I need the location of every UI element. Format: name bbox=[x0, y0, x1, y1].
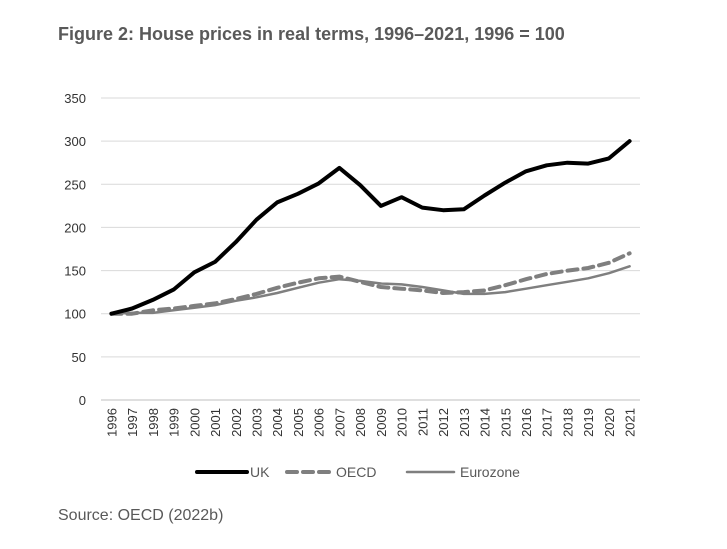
y-tick-label: 150 bbox=[64, 264, 86, 279]
x-tick-label: 2021 bbox=[623, 408, 638, 437]
x-tick-label: 2019 bbox=[581, 408, 596, 437]
x-tick-label: 2000 bbox=[187, 408, 202, 437]
gridlines bbox=[101, 97, 640, 401]
x-tick-label: 2007 bbox=[332, 408, 347, 437]
y-tick-label: 50 bbox=[72, 350, 86, 365]
x-tick-label: 2005 bbox=[291, 408, 306, 437]
legend-label-uk: UK bbox=[250, 464, 270, 480]
x-tick-label: 2016 bbox=[519, 408, 534, 437]
x-tick-label: 1997 bbox=[125, 408, 140, 437]
x-tick-label: 2011 bbox=[415, 408, 430, 436]
x-tick-label: 2001 bbox=[208, 408, 223, 437]
x-axis: 1996 1997 1998 1999 2000 2001 2002 2003 2004 2005… bbox=[104, 408, 637, 437]
x-tick-label: 2017 bbox=[540, 408, 555, 437]
y-tick-label: 0 bbox=[79, 393, 86, 408]
x-tick-label: 2012 bbox=[436, 408, 451, 437]
x-tick-label: 2014 bbox=[478, 408, 493, 437]
x-tick-label: 2013 bbox=[457, 408, 472, 437]
y-tick-label: 100 bbox=[64, 307, 86, 322]
y-tick-label: 350 bbox=[64, 91, 86, 106]
x-tick-label: 2002 bbox=[229, 408, 244, 437]
x-tick-label: 2004 bbox=[270, 408, 285, 437]
series-line-oecd bbox=[109, 251, 632, 316]
series-lines bbox=[109, 139, 632, 316]
legend: UK OECD Eurozone bbox=[195, 464, 520, 480]
source-note: Source: OECD (2022b) bbox=[58, 507, 224, 524]
x-tick-label: 2015 bbox=[498, 408, 513, 437]
x-tick-label: 1998 bbox=[146, 408, 161, 437]
x-tick-label: 2018 bbox=[560, 408, 575, 437]
y-tick-label: 300 bbox=[64, 134, 86, 149]
x-tick-label: 2010 bbox=[395, 408, 410, 437]
legend-label-eurozone: Eurozone bbox=[460, 464, 520, 480]
legend-label-oecd: OECD bbox=[336, 464, 376, 480]
y-axis: 0 50 100 150 200 250 300 350 bbox=[64, 91, 86, 408]
chart-title: Figure 2: House prices in real terms, 19… bbox=[58, 24, 565, 44]
series-line-uk bbox=[109, 139, 632, 316]
x-tick-label: 2003 bbox=[249, 408, 264, 437]
x-tick-label: 1996 bbox=[104, 408, 119, 437]
y-tick-label: 250 bbox=[64, 177, 86, 192]
x-tick-label: 2009 bbox=[374, 408, 389, 437]
x-tick-label: 2020 bbox=[602, 408, 617, 437]
y-tick-label: 200 bbox=[64, 220, 86, 235]
x-tick-label: 1999 bbox=[167, 408, 182, 437]
x-tick-label: 2008 bbox=[353, 408, 368, 437]
x-tick-label: 2006 bbox=[312, 408, 327, 437]
